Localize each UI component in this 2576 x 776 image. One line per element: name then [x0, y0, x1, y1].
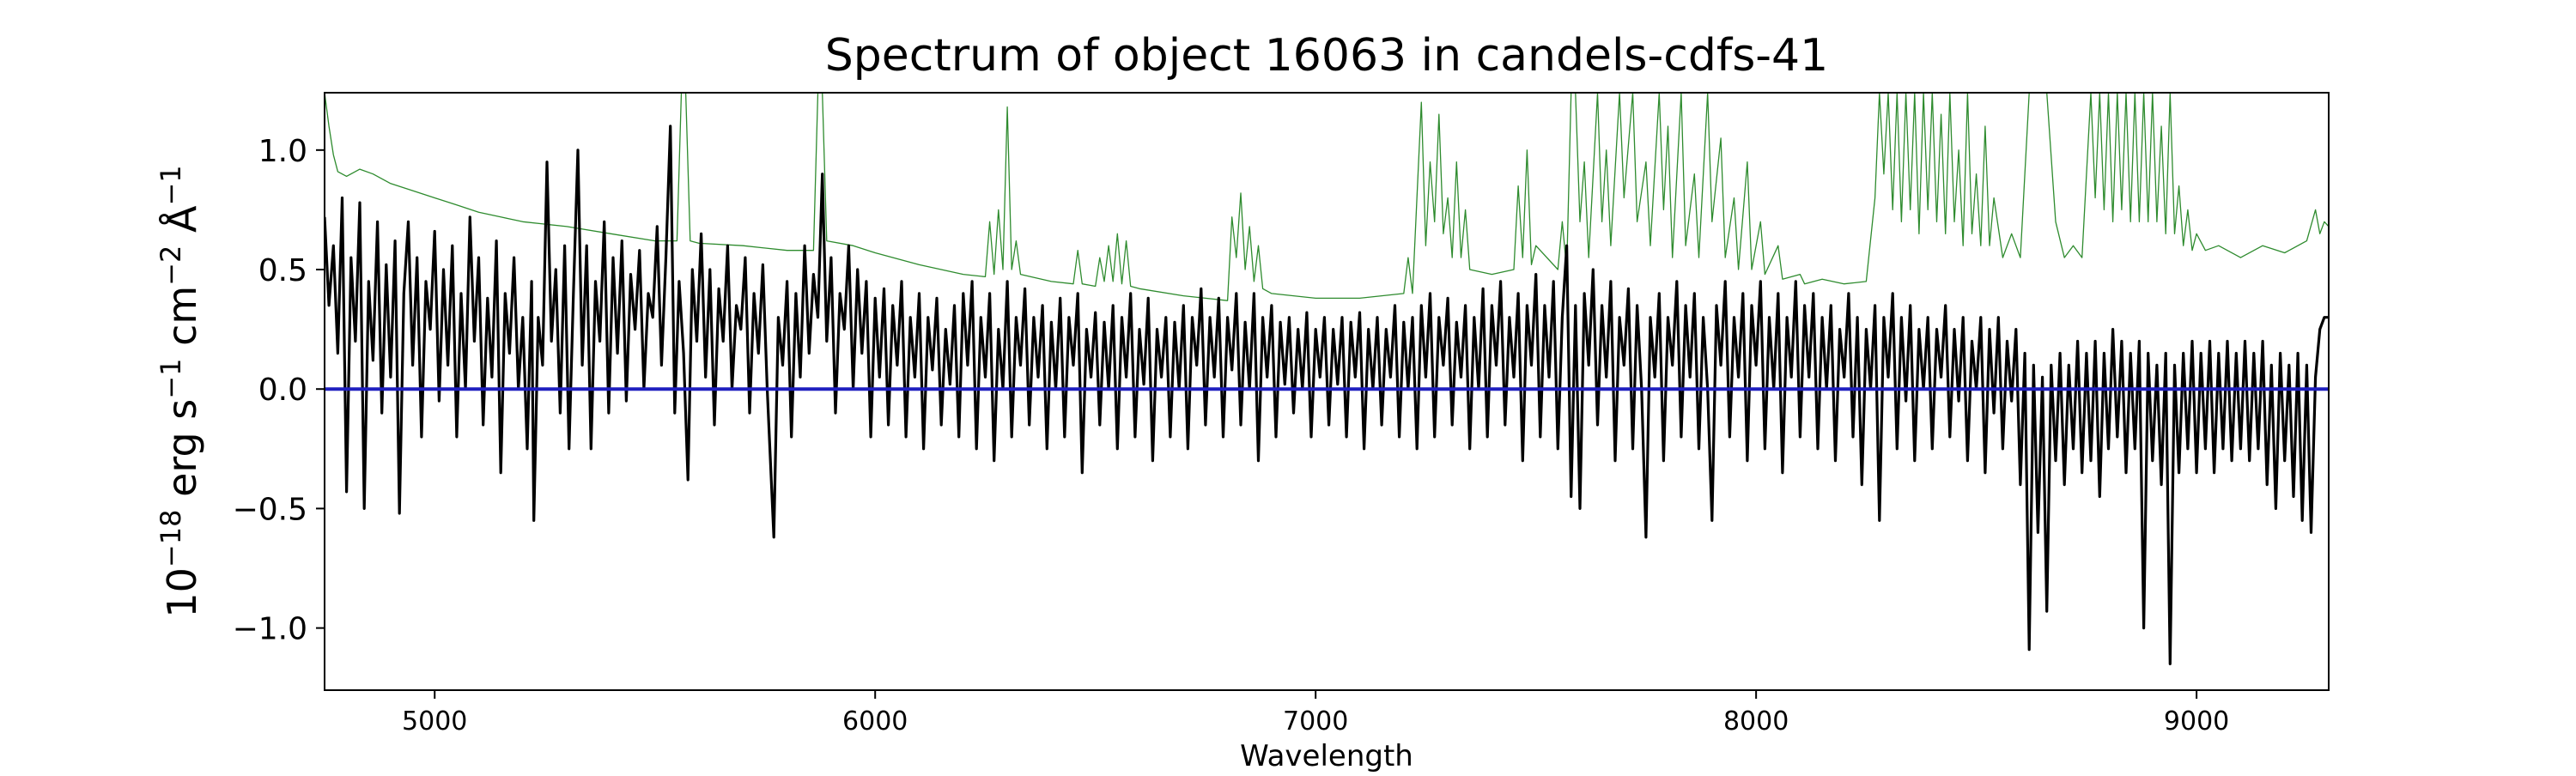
y-tick-label: −1.0 — [233, 612, 307, 647]
y-tick-label: 0.5 — [258, 253, 307, 288]
y-axis-label-base: 10 — [159, 567, 205, 618]
y-axis-label-text1: erg s — [159, 399, 205, 510]
y-tick-label: −0.5 — [233, 492, 307, 527]
y-tick-label: 1.0 — [258, 134, 307, 169]
y-axis-label-exp2: −1 — [155, 359, 187, 399]
x-tick-label: 7000 — [1283, 706, 1348, 737]
y-axis-label-exp1: −18 — [155, 510, 187, 568]
x-tick-label: 8000 — [1723, 706, 1789, 737]
y-axis-label-exp4: −1 — [155, 165, 187, 205]
plot-frame — [324, 92, 2330, 691]
x-tick-label: 5000 — [402, 706, 467, 737]
y-axis-label-text3: Å — [159, 205, 205, 246]
series-line-flux — [325, 124, 2329, 665]
y-tick-label: 0.0 — [258, 373, 307, 408]
y-axis-label-text2: cm — [159, 286, 205, 359]
x-tick-label: 6000 — [842, 706, 908, 737]
x-axis-label: Wavelength — [1240, 739, 1413, 773]
series-line-error — [325, 93, 2329, 301]
y-axis-label-exp3: −2 — [155, 246, 187, 286]
y-axis-label: 10−18 erg s−1 cm−2 Å−1 — [155, 165, 205, 617]
chart-title: Spectrum of object 16063 in candels-cdfs… — [825, 30, 1828, 82]
x-tick-label: 9000 — [2164, 706, 2229, 737]
